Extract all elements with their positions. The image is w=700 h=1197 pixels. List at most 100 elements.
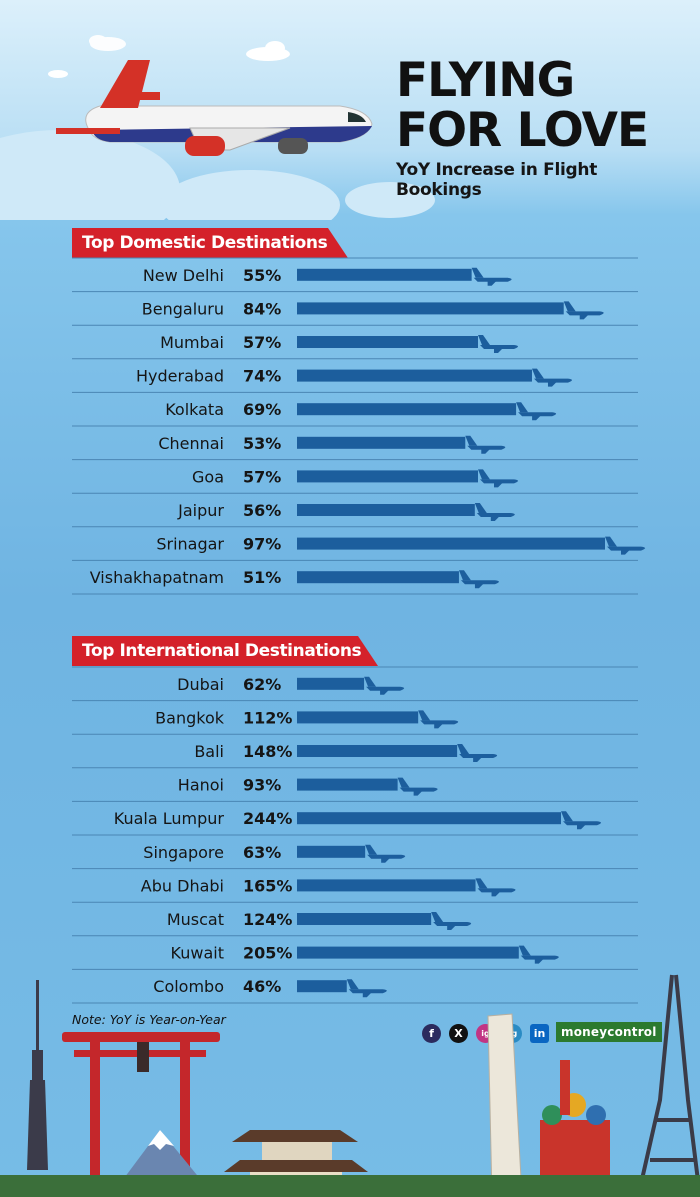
note-text: Note: YoY is Year-on-Year <box>72 1012 226 1027</box>
title-block: FLYING FOR LOVE YoY Increase in Flight B… <box>396 53 686 201</box>
international-section-header: Top International Destinations <box>72 636 378 666</box>
category-label: Goa <box>192 467 224 486</box>
airplane-icon <box>56 60 373 156</box>
landmarks-skyline <box>0 974 700 1197</box>
ground <box>0 1175 700 1197</box>
category-label: Bengaluru <box>142 299 224 318</box>
domestic-section-header: Top Domestic Destinations <box>72 228 348 258</box>
category-label: Dubai <box>177 675 224 694</box>
category-label: Kuala Lumpur <box>114 809 225 828</box>
bar <box>297 403 517 416</box>
plane-icon <box>516 402 557 421</box>
subtitle: YoY Increase in Flight Bookings <box>396 160 598 200</box>
bar <box>297 946 519 959</box>
linkedin-icon[interactable]: in <box>530 1024 549 1043</box>
value-label: 62% <box>243 675 281 694</box>
sky-illustration <box>0 35 435 220</box>
category-label: Colombo <box>153 977 224 996</box>
category-label: Bali <box>194 742 224 761</box>
value-label: 205% <box>243 944 292 963</box>
value-label: 56% <box>243 501 281 520</box>
bar <box>297 571 459 584</box>
plane-icon <box>458 570 499 589</box>
value-label: 112% <box>243 708 292 727</box>
plane-icon <box>431 912 472 930</box>
value-label: 46% <box>243 977 281 996</box>
category-label: Hanoi <box>178 776 224 795</box>
category-label: Kuwait <box>171 944 224 963</box>
category-label: Jaipur <box>177 501 224 520</box>
category-label: Mumbai <box>160 333 224 352</box>
bar <box>297 436 466 449</box>
facebook-icon[interactable]: f <box>422 1024 441 1043</box>
value-label: 97% <box>243 535 281 554</box>
plane-icon <box>563 301 604 320</box>
tokyo-tower-icon <box>27 980 48 1170</box>
torii-gate-icon <box>62 1032 220 1192</box>
value-label: 74% <box>243 367 281 386</box>
value-label: 57% <box>243 467 281 486</box>
category-label: Chennai <box>158 434 224 453</box>
value-label: 57% <box>243 333 281 352</box>
cloud-icon <box>0 130 435 220</box>
bar <box>297 504 475 516</box>
cloud-icon <box>89 35 126 51</box>
bar-charts: New Delhi 55% Bengaluru 84% Mumbai 57% Hyderab… <box>72 257 645 1004</box>
plane-icon <box>477 469 518 488</box>
category-label: New Delhi <box>143 266 224 285</box>
plane-icon <box>605 536 645 555</box>
eiffel-tower-icon <box>636 974 700 1197</box>
bar <box>297 537 605 550</box>
bar <box>297 336 478 348</box>
plane-icon <box>397 777 438 796</box>
plane-icon <box>418 710 459 729</box>
bar <box>297 677 365 690</box>
category-label: Vishakhapatnam <box>90 568 224 587</box>
category-label: Abu Dhabi <box>141 876 224 895</box>
value-label: 124% <box>243 910 292 929</box>
bar <box>297 745 458 757</box>
plane-icon <box>346 979 387 998</box>
plane-icon <box>475 878 516 897</box>
bar <box>297 879 476 892</box>
title: FLYING <box>396 53 575 108</box>
plane-icon <box>561 811 601 830</box>
x-icon[interactable]: X <box>449 1024 468 1043</box>
value-label: 63% <box>243 843 281 862</box>
value-label: 165% <box>243 876 292 895</box>
value-label: 55% <box>243 266 281 285</box>
plane-icon <box>474 503 515 521</box>
plane-icon <box>465 435 506 454</box>
value-label: 93% <box>243 776 281 795</box>
plane-icon <box>365 844 406 863</box>
bar <box>297 711 419 724</box>
value-label: 69% <box>243 400 281 419</box>
value-label: 53% <box>243 434 281 453</box>
category-label: Hyderabad <box>136 367 224 386</box>
bar <box>297 369 532 382</box>
bar <box>297 980 347 993</box>
bar <box>297 778 398 791</box>
plane-icon <box>471 267 512 286</box>
cloud-icon <box>246 41 290 61</box>
bar <box>297 470 478 483</box>
bar <box>297 268 472 281</box>
value-label: 84% <box>243 299 281 318</box>
plane-icon <box>518 945 559 964</box>
bar <box>297 913 432 925</box>
cloud-icon <box>48 70 68 78</box>
leaning-tower-icon <box>487 1013 523 1197</box>
category-label: Muscat <box>167 910 224 929</box>
plane-icon <box>364 676 405 695</box>
value-label: 148% <box>243 742 292 761</box>
brand-logo: moneycontrol <box>556 1022 662 1042</box>
bar <box>297 302 564 315</box>
plane-icon <box>477 335 518 353</box>
category-label: Srinagar <box>156 535 224 554</box>
bar <box>297 812 561 825</box>
plane-icon <box>457 744 498 762</box>
value-label: 51% <box>243 568 281 587</box>
plane-icon <box>531 368 572 387</box>
category-label: Kolkata <box>165 400 224 419</box>
